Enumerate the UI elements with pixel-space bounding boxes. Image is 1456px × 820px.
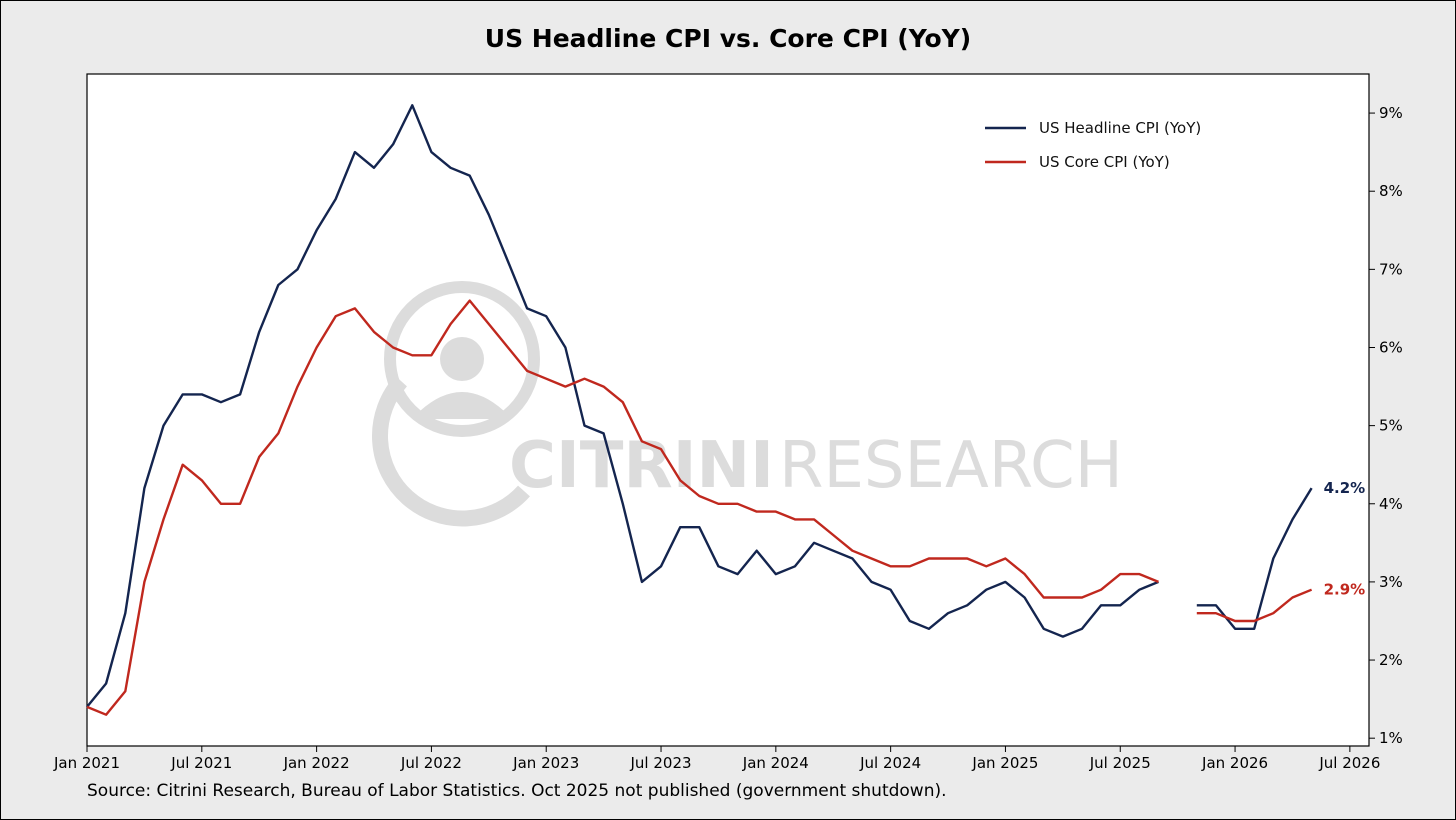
x-tick-label: Jul 2024	[859, 754, 921, 772]
source-note: Source: Citrini Research, Bureau of Labo…	[87, 781, 947, 801]
y-tick-label: 4%	[1379, 495, 1403, 513]
watermark-ring-icon	[384, 281, 540, 437]
x-axis: Jan 2021 Jul 2021 Jan 2022 Jul 2022 Jan 2023…	[53, 746, 1380, 772]
y-tick-label: 7%	[1379, 260, 1403, 278]
legend-label: US Core CPI (YoY)	[1039, 153, 1170, 171]
y-tick-label: 5%	[1379, 417, 1403, 435]
y-tick-label: 1%	[1379, 729, 1403, 747]
end-value-label: 4.2%	[1324, 479, 1366, 497]
x-tick-label: Jan 2024	[742, 754, 809, 772]
legend-label: US Headline CPI (YoY)	[1039, 119, 1201, 137]
x-tick-label: Jul 2025	[1089, 754, 1151, 772]
x-tick-label: Jan 2022	[283, 754, 350, 772]
y-tick-label: 2%	[1379, 651, 1403, 669]
y-tick-label: 9%	[1379, 104, 1403, 122]
y-tick-label: 8%	[1379, 182, 1403, 200]
legend: US Headline CPI (YoY) US Core CPI (YoY)	[985, 119, 1201, 171]
watermark-arc-icon	[372, 375, 530, 527]
x-tick-label: Jul 2022	[400, 754, 462, 772]
series-lines	[86, 104, 1313, 716]
plot-area	[86, 73, 1370, 747]
series-line-core	[1196, 588, 1313, 623]
watermark-body-icon	[420, 392, 504, 419]
series-line-headline	[1196, 487, 1313, 630]
citrini-research-watermark: CITRINI RESEARCH	[372, 281, 1123, 527]
watermark-text-light: RESEARCH	[779, 429, 1123, 503]
y-tick-label: 6%	[1379, 338, 1403, 356]
x-tick-label: Jan 2025	[971, 754, 1038, 772]
end-value-label: 2.9%	[1324, 581, 1366, 599]
end-labels: 4.2% 2.9%	[1324, 479, 1366, 599]
series-line-headline	[86, 104, 1159, 708]
x-tick-label: Jul 2026	[1318, 754, 1380, 772]
x-tick-label: Jan 2021	[53, 754, 120, 772]
x-tick-label: Jan 2026	[1201, 754, 1268, 772]
chart-title: US Headline CPI vs. Core CPI (YoY)	[485, 24, 971, 53]
y-axis: 1% 2% 3% 4% 5% 6% 7% 8% 9%	[1369, 104, 1403, 747]
x-tick-label: Jul 2021	[170, 754, 232, 772]
y-tick-label: 3%	[1379, 573, 1403, 591]
watermark-head-icon	[440, 337, 484, 381]
series-line-core	[86, 299, 1159, 716]
x-tick-label: Jul 2023	[630, 754, 692, 772]
x-tick-label: Jan 2023	[512, 754, 579, 772]
